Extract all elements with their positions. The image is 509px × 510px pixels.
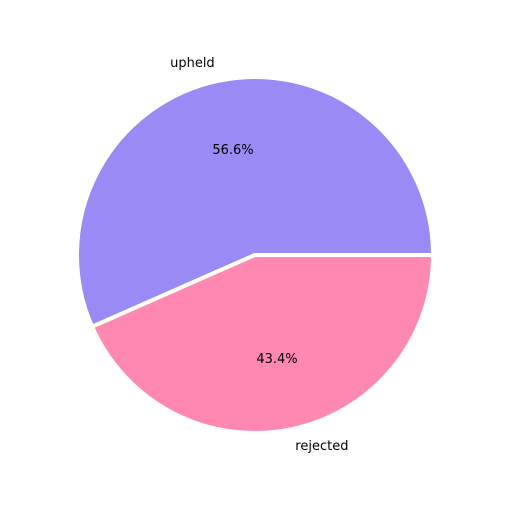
slice-label-upheld: upheld — [170, 56, 215, 71]
pie-slice-rejected — [89, 253, 436, 435]
slice-percent-rejected: 43.4% — [256, 352, 297, 367]
slice-label-rejected: rejected — [295, 439, 348, 454]
pie-slices — [75, 75, 436, 435]
pie-slice-upheld — [75, 75, 436, 330]
pie-labels: upheld 56.6% rejected 43.4% — [170, 56, 348, 454]
slice-percent-upheld: 56.6% — [212, 143, 253, 158]
